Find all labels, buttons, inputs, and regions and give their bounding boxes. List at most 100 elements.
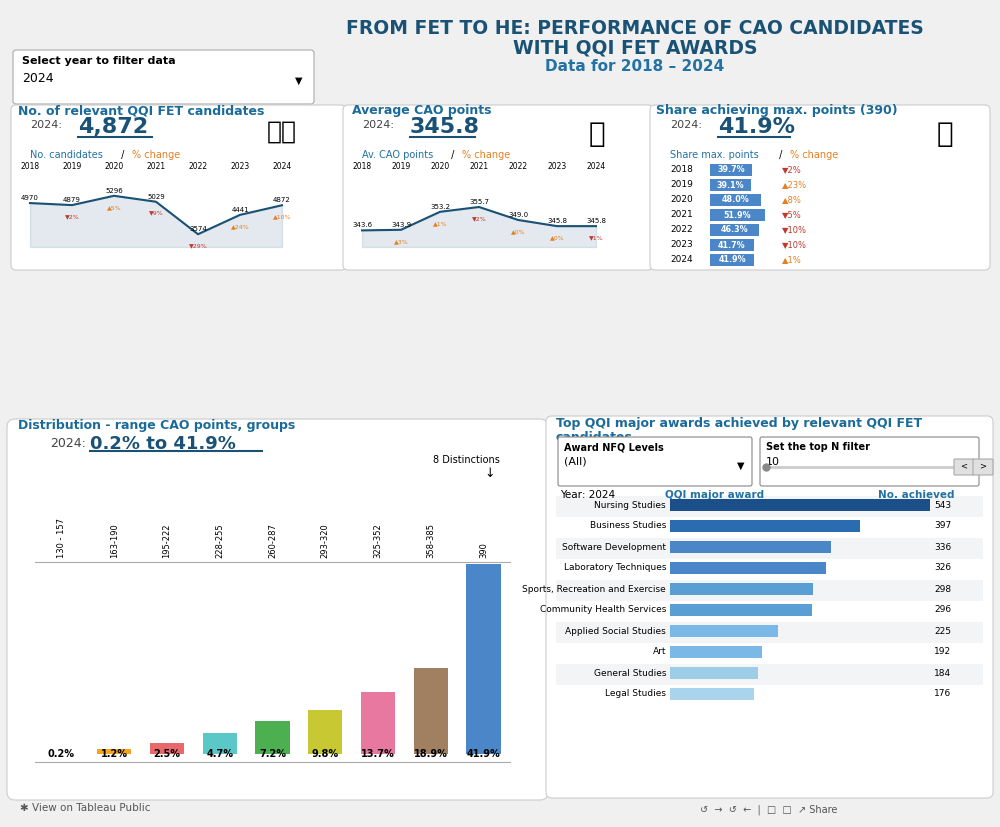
Text: ▼9%: ▼9% bbox=[149, 211, 163, 216]
Text: Average CAO points: Average CAO points bbox=[352, 104, 492, 117]
Text: QQI major award: QQI major award bbox=[665, 490, 764, 500]
Text: 41.9%: 41.9% bbox=[718, 117, 795, 137]
Text: ↺  →  ↺  ←  |  □  □  ↗ Share: ↺ → ↺ ← | □ □ ↗ Share bbox=[700, 805, 837, 815]
Text: ▲1%: ▲1% bbox=[782, 255, 802, 264]
Text: 1.2%: 1.2% bbox=[101, 749, 128, 759]
Text: 2019: 2019 bbox=[62, 162, 82, 171]
FancyBboxPatch shape bbox=[670, 688, 754, 700]
Text: 343.6: 343.6 bbox=[352, 222, 372, 228]
Text: 293-320: 293-320 bbox=[321, 523, 330, 558]
Text: ▲8%: ▲8% bbox=[782, 195, 802, 204]
Text: /: / bbox=[776, 150, 786, 160]
Text: ▲24%: ▲24% bbox=[231, 224, 249, 229]
Text: 355.7: 355.7 bbox=[469, 199, 489, 205]
Text: 4441: 4441 bbox=[231, 207, 249, 213]
Text: 336: 336 bbox=[934, 543, 951, 552]
FancyBboxPatch shape bbox=[760, 437, 979, 486]
Text: ▲1%: ▲1% bbox=[433, 221, 447, 226]
Text: 2024: 2024 bbox=[670, 255, 693, 264]
FancyBboxPatch shape bbox=[670, 625, 778, 637]
Text: 2023: 2023 bbox=[547, 162, 567, 171]
Text: Laboratory Techniques: Laboratory Techniques bbox=[564, 563, 666, 572]
FancyBboxPatch shape bbox=[710, 254, 754, 266]
FancyBboxPatch shape bbox=[954, 459, 974, 475]
Text: WITH QQI FET AWARDS: WITH QQI FET AWARDS bbox=[513, 39, 757, 58]
FancyBboxPatch shape bbox=[13, 50, 314, 104]
Text: Community Health Services: Community Health Services bbox=[540, 605, 666, 614]
Text: 48.0%: 48.0% bbox=[721, 195, 749, 204]
FancyBboxPatch shape bbox=[670, 499, 930, 511]
Text: 296: 296 bbox=[934, 605, 951, 614]
Text: ▼1%: ▼1% bbox=[589, 235, 603, 240]
FancyBboxPatch shape bbox=[556, 663, 983, 685]
FancyBboxPatch shape bbox=[670, 604, 812, 616]
FancyBboxPatch shape bbox=[7, 419, 548, 800]
Text: 10: 10 bbox=[766, 457, 780, 467]
Text: No. achieved: No. achieved bbox=[878, 490, 954, 500]
FancyBboxPatch shape bbox=[203, 733, 237, 754]
Text: /: / bbox=[118, 150, 128, 160]
Text: ▼10%: ▼10% bbox=[782, 240, 807, 249]
Text: ↓: ↓ bbox=[484, 467, 495, 480]
Text: Software Development: Software Development bbox=[562, 543, 666, 552]
Text: 9.8%: 9.8% bbox=[312, 749, 339, 759]
Text: 2024: 2024 bbox=[586, 162, 606, 171]
Text: % change: % change bbox=[790, 150, 838, 160]
Text: (All): (All) bbox=[564, 457, 587, 467]
Text: 345.8: 345.8 bbox=[410, 117, 480, 137]
Text: 184: 184 bbox=[934, 668, 951, 677]
Text: 2024: 2024 bbox=[22, 72, 54, 85]
Text: ▼2%: ▼2% bbox=[65, 214, 79, 219]
FancyBboxPatch shape bbox=[546, 416, 993, 798]
Text: Share achieving max. points (390): Share achieving max. points (390) bbox=[656, 104, 898, 117]
FancyBboxPatch shape bbox=[343, 105, 653, 270]
Text: Distribution - range CAO points, groups: Distribution - range CAO points, groups bbox=[18, 419, 295, 432]
Text: 5296: 5296 bbox=[105, 188, 123, 194]
Text: 2022: 2022 bbox=[670, 225, 693, 234]
FancyBboxPatch shape bbox=[361, 692, 395, 754]
Text: 0.2%: 0.2% bbox=[48, 749, 75, 759]
FancyBboxPatch shape bbox=[97, 748, 131, 754]
FancyBboxPatch shape bbox=[710, 209, 765, 221]
Text: 4.7%: 4.7% bbox=[206, 749, 233, 759]
Text: 📈: 📈 bbox=[589, 120, 605, 148]
Text: 18.9%: 18.9% bbox=[414, 749, 448, 759]
Text: Top QQI major awards achieved by relevant QQI FET: Top QQI major awards achieved by relevan… bbox=[556, 417, 922, 430]
Text: % change: % change bbox=[132, 150, 180, 160]
Text: 39.1%: 39.1% bbox=[717, 180, 744, 189]
Text: 543: 543 bbox=[934, 500, 951, 509]
Text: ▼10%: ▼10% bbox=[782, 225, 807, 234]
Text: 8 Distinctions: 8 Distinctions bbox=[433, 455, 500, 465]
Text: 2024:: 2024: bbox=[670, 120, 702, 130]
Text: /: / bbox=[448, 150, 458, 160]
Text: 13.7%: 13.7% bbox=[361, 749, 395, 759]
Text: 195-222: 195-222 bbox=[162, 523, 171, 558]
Text: 353.2: 353.2 bbox=[430, 203, 450, 210]
Text: Nursing Studies: Nursing Studies bbox=[594, 500, 666, 509]
Text: 4872: 4872 bbox=[273, 198, 291, 203]
Text: 397: 397 bbox=[934, 522, 951, 530]
FancyBboxPatch shape bbox=[466, 564, 501, 754]
FancyBboxPatch shape bbox=[710, 224, 759, 236]
FancyBboxPatch shape bbox=[710, 179, 751, 191]
Text: Business Studies: Business Studies bbox=[590, 522, 666, 530]
FancyBboxPatch shape bbox=[558, 437, 752, 486]
Text: 2022: 2022 bbox=[188, 162, 208, 171]
FancyBboxPatch shape bbox=[556, 538, 983, 558]
Text: 2018: 2018 bbox=[20, 162, 40, 171]
Text: 🎯: 🎯 bbox=[937, 120, 953, 148]
Text: ▲3%: ▲3% bbox=[394, 239, 408, 244]
Text: 2018: 2018 bbox=[352, 162, 372, 171]
Text: Share max. points: Share max. points bbox=[670, 150, 759, 160]
Text: 2020: 2020 bbox=[104, 162, 124, 171]
FancyBboxPatch shape bbox=[11, 105, 346, 270]
FancyBboxPatch shape bbox=[710, 164, 752, 176]
FancyBboxPatch shape bbox=[670, 562, 826, 574]
Text: 358-385: 358-385 bbox=[426, 523, 435, 558]
Text: 4970: 4970 bbox=[21, 195, 39, 201]
Text: <: < bbox=[960, 461, 968, 471]
Text: FROM FET TO HE: PERFORMANCE OF CAO CANDIDATES: FROM FET TO HE: PERFORMANCE OF CAO CANDI… bbox=[346, 19, 924, 38]
FancyBboxPatch shape bbox=[308, 710, 342, 754]
Text: 41.9%: 41.9% bbox=[467, 749, 500, 759]
FancyBboxPatch shape bbox=[710, 194, 761, 206]
